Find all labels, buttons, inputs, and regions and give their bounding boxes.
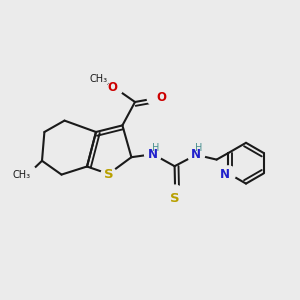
Text: S: S [104,167,113,181]
Text: H: H [195,143,202,153]
Circle shape [108,81,123,96]
Text: CH₃: CH₃ [90,74,108,84]
Text: N: N [148,148,158,161]
Text: O: O [107,81,117,94]
Circle shape [168,185,183,200]
Circle shape [101,167,116,182]
Text: S: S [170,191,180,205]
Text: H: H [152,142,159,153]
Circle shape [221,166,236,181]
Text: N: N [191,148,201,161]
Text: CH₃: CH₃ [13,169,31,180]
Circle shape [145,146,161,163]
Circle shape [89,69,109,88]
Circle shape [147,91,162,106]
Circle shape [18,165,37,184]
Circle shape [188,146,205,163]
Text: N: N [220,168,230,182]
Text: O: O [156,91,167,104]
